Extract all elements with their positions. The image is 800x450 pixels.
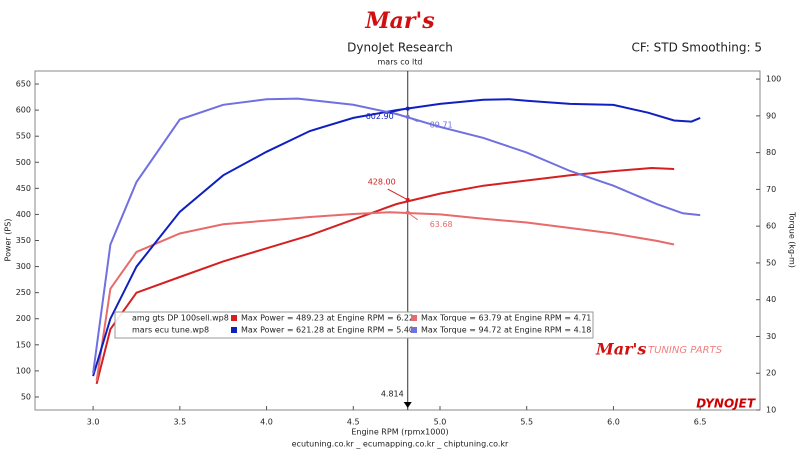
x-tick-label: 6.0 [607, 418, 620, 427]
y-tick-label: 550 [16, 132, 31, 141]
cursor-pointer [386, 108, 408, 114]
y-tick-label: 150 [16, 340, 31, 349]
y2-axis-label: Torque (kg-m) [788, 211, 797, 268]
cursor-value-label: 428.00 [368, 177, 396, 186]
series-line [95, 166, 675, 385]
cursor-label: 4.814 [381, 390, 404, 399]
cursor-arrow [403, 402, 412, 408]
x-tick-label: 6.5 [694, 418, 707, 427]
logo: Mar's [364, 8, 434, 34]
series-line [92, 97, 701, 374]
y-tick-label: 450 [16, 184, 31, 193]
y2-tick-label: 20 [766, 369, 776, 378]
plot-frame [34, 70, 761, 411]
watermark-brand: Mar's [595, 340, 646, 359]
y2-tick-label: 60 [766, 222, 776, 231]
cursor-pointer [407, 116, 418, 123]
y2-tick-label: 40 [766, 295, 776, 304]
cursor-pointer [387, 188, 408, 201]
x-tick-label: 5.5 [520, 418, 533, 427]
y2-tick-label: 50 [766, 258, 776, 267]
y-tick-label: 600 [16, 106, 31, 115]
y2-tick-label: 10 [766, 406, 776, 415]
y-tick-label: 250 [16, 288, 31, 297]
y-tick-label: 300 [16, 262, 31, 271]
legend-torque: Max Torque = 63.79 at Engine RPM = 4.71 [421, 314, 591, 323]
watermark-tag: TUNING PARTS [648, 345, 723, 356]
y2-tick-label: 80 [766, 148, 776, 157]
chart-subtitle: mars co ltd [378, 58, 423, 67]
y-tick-label: 350 [16, 236, 31, 245]
x-axis-label: Engine RPM (rpmx1000) [351, 428, 448, 437]
watermark-maker: DYNOJET [696, 397, 756, 411]
y-tick-label: 100 [16, 366, 31, 375]
legend-swatch [231, 315, 237, 321]
chart-title: DynoJet Research [347, 41, 453, 55]
legend-file: amg gts DP 100sell.wp8 [132, 314, 229, 323]
legend-swatch [231, 327, 237, 333]
x-tick-label: 4.0 [260, 418, 273, 427]
y-tick-label: 50 [21, 392, 31, 401]
cursor-value-label: 63.68 [430, 220, 453, 229]
y-tick-label: 650 [16, 80, 31, 89]
y2-tick-label: 30 [766, 332, 776, 341]
legend-box [114, 311, 594, 339]
y-axis-label: Power (PS) [4, 219, 13, 262]
x-tick-label: 5.0 [434, 418, 447, 427]
x-tick-label: 3.0 [87, 418, 100, 427]
x-tick-label: 3.5 [173, 418, 186, 427]
y2-tick-label: 90 [766, 111, 776, 120]
series-line [92, 98, 701, 377]
y-tick-label: 400 [16, 210, 31, 219]
legend-power: Max Power = 489.23 at Engine RPM = 6.22 [241, 314, 414, 323]
cursor-value-label: 602.90 [366, 112, 394, 121]
series-line [95, 211, 675, 381]
y-tick-label: 200 [16, 314, 31, 323]
x-tick-label: 4.5 [347, 418, 360, 427]
y2-tick-label: 70 [766, 185, 776, 194]
footer: ecutuning.co.kr _ ecumapping.co.kr _ chi… [292, 440, 509, 449]
y-tick-label: 500 [16, 158, 31, 167]
cursor-value-label: 89.71 [430, 120, 453, 129]
legend-swatch [411, 315, 417, 321]
cursor-pointer [407, 212, 419, 221]
legend-swatch [411, 327, 417, 333]
legend-file: mars ecu tune.wp8 [132, 326, 209, 335]
settings-text: CF: STD Smoothing: 5 [631, 41, 762, 55]
y2-tick-label: 100 [766, 75, 781, 84]
legend-torque: Max Torque = 94.72 at Engine RPM = 4.18 [421, 326, 591, 335]
legend-power: Max Power = 621.28 at Engine RPM = 5.40 [241, 326, 414, 335]
